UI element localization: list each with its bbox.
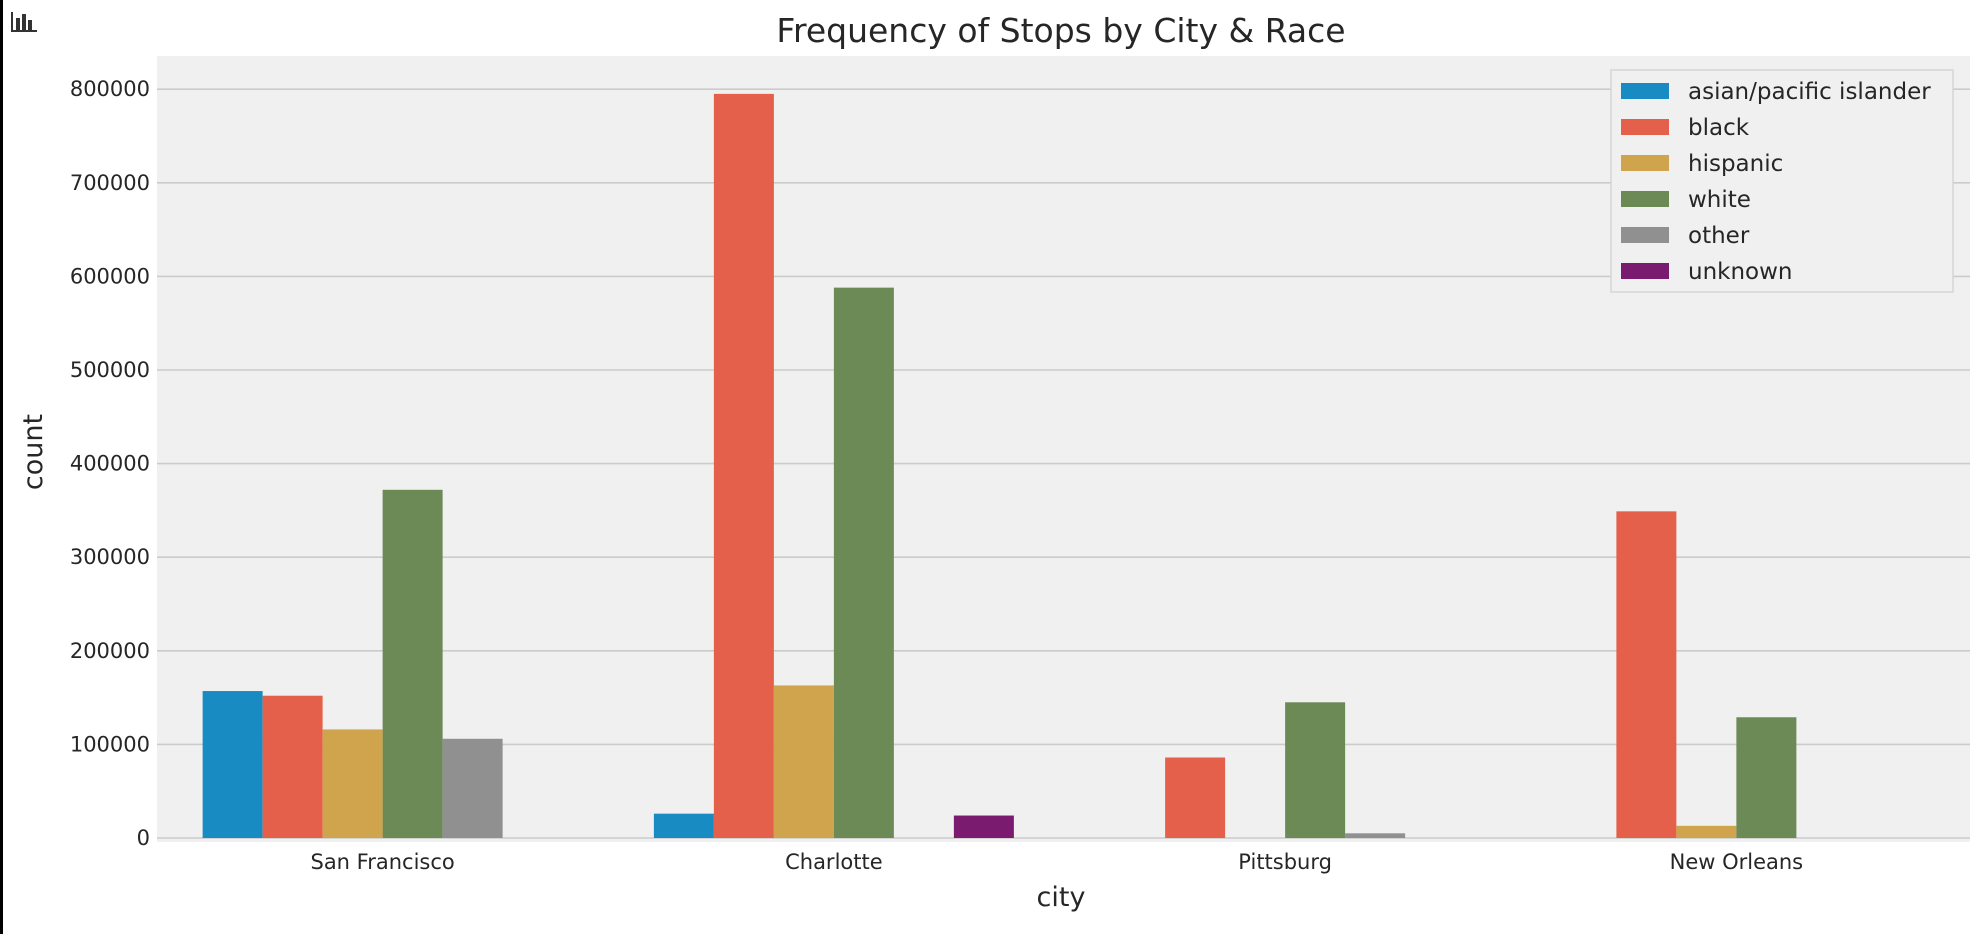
bar-black (1616, 511, 1677, 838)
bar-white (833, 287, 894, 839)
bar-chart-icon[interactable] (9, 8, 39, 34)
legend: asian/pacific islander black hispanic white… (1610, 69, 1954, 293)
bar-other (1345, 833, 1406, 838)
x-axis-ticks: San Francisco Charlotte Pittsburg New Orlea… (310, 850, 1803, 874)
y-tick-label: 300000 (70, 545, 150, 569)
x-tick-label: New Orleans (1670, 850, 1804, 874)
bar-other (442, 738, 503, 838)
legend-label: black (1688, 115, 1750, 141)
legend-swatch (1621, 119, 1669, 135)
bar-white (1285, 702, 1346, 838)
bar-asian-pacific-islander (653, 813, 714, 838)
bar-hispanic (773, 685, 834, 838)
y-tick-label: 500000 (70, 358, 150, 382)
x-tick-label: Charlotte (785, 850, 883, 874)
y-axis-ticks: 0 100000 200000 300000 400000 500000 600000 700… (70, 77, 150, 850)
legend-label: white (1688, 187, 1751, 213)
legend-swatch (1621, 263, 1669, 279)
legend-swatch (1621, 83, 1669, 99)
chart-title: Frequency of Stops by City & Race (776, 11, 1345, 50)
y-tick-label: 800000 (70, 77, 150, 101)
bar-white (1736, 717, 1797, 838)
y-tick-label: 0 (137, 826, 150, 850)
legend-label: hispanic (1688, 151, 1783, 177)
y-axis-label: count (18, 414, 49, 490)
legend-label: unknown (1688, 259, 1793, 285)
bar-asian-pacific-islander (202, 691, 263, 838)
y-tick-label: 400000 (70, 452, 150, 476)
bar-black (713, 93, 774, 838)
legend-swatch (1621, 191, 1669, 207)
y-tick-label: 100000 (70, 732, 150, 756)
bar-hispanic (1676, 825, 1737, 838)
legend-swatch (1621, 227, 1669, 243)
bar-black (1165, 757, 1226, 838)
bar-unknown (953, 815, 1014, 838)
y-tick-label: 600000 (70, 264, 150, 288)
legend-box (1610, 69, 1954, 293)
bar-black (262, 695, 323, 838)
bar-hispanic (322, 729, 383, 838)
y-tick-label: 700000 (70, 171, 150, 195)
x-tick-label: Pittsburg (1238, 850, 1332, 874)
bar-series (202, 93, 1797, 839)
legend-swatch (1621, 155, 1669, 171)
x-tick-label: San Francisco (310, 850, 454, 874)
legend-label: asian/pacific islander (1688, 79, 1931, 105)
x-axis-label: city (1037, 882, 1086, 913)
legend-label: other (1688, 223, 1750, 249)
y-tick-label: 200000 (70, 639, 150, 663)
left-border (0, 0, 3, 934)
bar-white (382, 489, 443, 838)
